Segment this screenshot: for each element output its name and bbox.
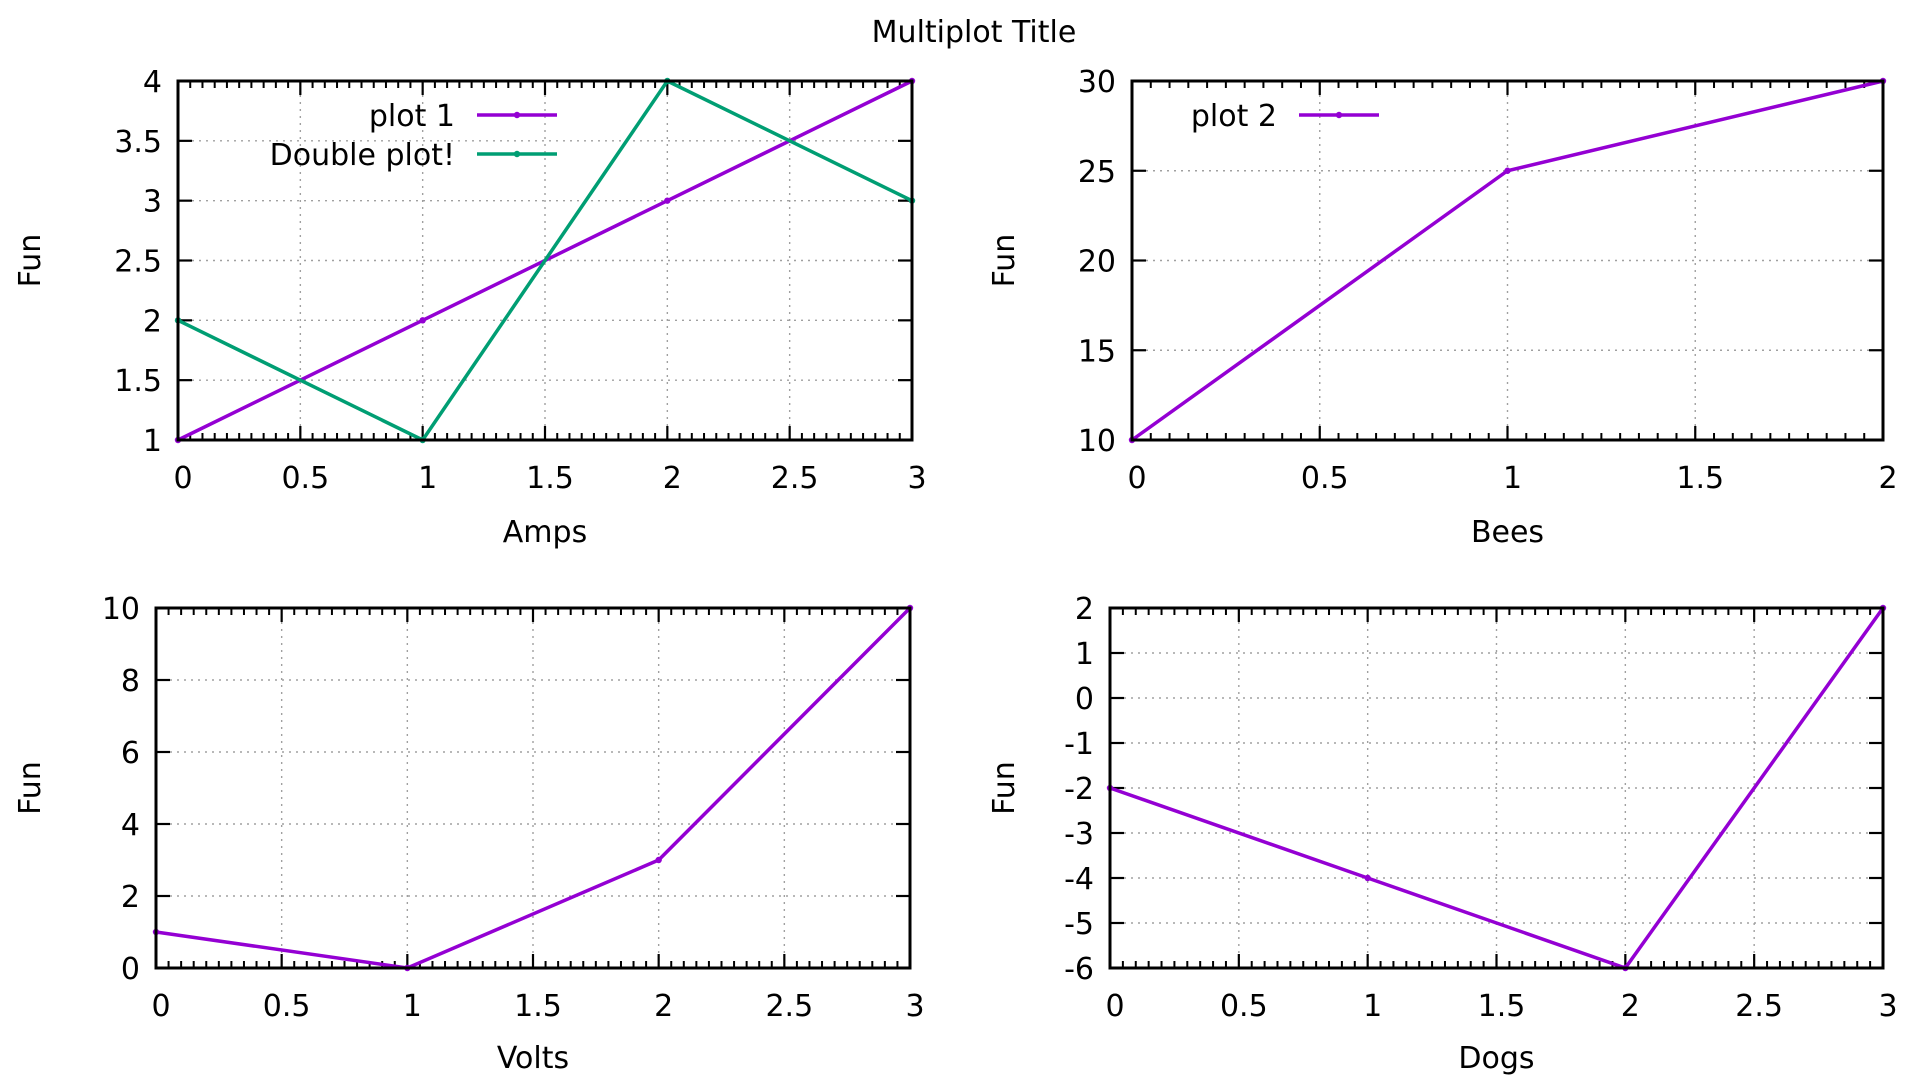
legend-label: Double plot! xyxy=(270,138,455,173)
plot-frame xyxy=(1108,606,1885,970)
x-tick-label: 0 xyxy=(173,461,192,496)
x-tick-label: 1 xyxy=(1503,461,1522,496)
x-tick-label: 3 xyxy=(905,989,924,1024)
data-point xyxy=(664,197,671,204)
legend-marker xyxy=(1335,111,1343,119)
x-tick-label: 1.5 xyxy=(526,461,574,496)
x-tick-label: 3 xyxy=(1878,989,1897,1024)
y-axis-label: Fun xyxy=(13,761,48,815)
y-axis-label: Fun xyxy=(987,761,1022,815)
y-tick-label: 2.5 xyxy=(114,245,162,280)
y-tick-label: 10 xyxy=(102,592,140,627)
y-tick-label: -1 xyxy=(1064,727,1094,762)
y-axis-label: Fun xyxy=(13,234,48,288)
y-tick-label: -2 xyxy=(1064,772,1094,807)
y-tick-label: 3.5 xyxy=(114,125,162,160)
data-point xyxy=(1504,167,1511,174)
y-tick-label: 1 xyxy=(143,424,162,459)
x-tick-label: 3 xyxy=(907,461,926,496)
y-tick-label: 1 xyxy=(1075,637,1094,672)
x-tick-label: 2 xyxy=(1621,989,1640,1024)
x-tick-label: 0.5 xyxy=(1220,989,1268,1024)
plot-3: 0 0.5 1 1.5 2 2.5 3 0 2 4 6 8 10 Volts Fun xyxy=(13,592,925,1076)
x-tick-label: 2.5 xyxy=(765,989,813,1024)
y-tick-label: 3 xyxy=(143,185,162,220)
plot-frame xyxy=(176,79,914,442)
y-tick-label: 15 xyxy=(1078,334,1116,369)
plot-4: 0 0.5 1 1.5 2 2.5 3 -6 -5 -4 -3 -2 -1 0 1 2 Dogs Fun xyxy=(987,592,1898,1076)
y-tick-label: 4 xyxy=(121,808,140,843)
x-tick-label: 1 xyxy=(1363,989,1382,1024)
legend-label: plot 1 xyxy=(369,99,455,134)
y-tick-label: -5 xyxy=(1064,907,1094,942)
y-tick-label: 1.5 xyxy=(114,364,162,399)
y-tick-label: 2 xyxy=(1075,592,1094,627)
plot-frame xyxy=(1130,79,1885,442)
y-tick-label: 10 xyxy=(1078,424,1116,459)
y-tick-label: 0 xyxy=(1075,682,1094,717)
legend-label: plot 2 xyxy=(1191,99,1277,134)
y-tick-label: -4 xyxy=(1064,862,1094,897)
x-tick-label: 1.5 xyxy=(1478,989,1526,1024)
y-tick-label: -3 xyxy=(1064,817,1094,852)
x-tick-label: 2.5 xyxy=(1735,989,1783,1024)
x-axis-label: Dogs xyxy=(1458,1041,1534,1076)
y-tick-label: -6 xyxy=(1064,952,1094,987)
plot-1: 0 0.5 1 1.5 2 2.5 3 1 1.5 2 2.5 3 3.5 4 Amps Fun plot 1 D… xyxy=(13,65,927,550)
x-axis-label: Volts xyxy=(497,1041,569,1076)
legend-marker xyxy=(513,150,521,158)
x-tick-label: 1.5 xyxy=(514,989,562,1024)
x-axis-label: Amps xyxy=(503,515,587,550)
x-axis-label: Bees xyxy=(1471,515,1544,550)
y-tick-label: 30 xyxy=(1078,65,1116,100)
legend-marker xyxy=(513,111,521,119)
data-point xyxy=(1364,874,1371,882)
x-tick-label: 2.5 xyxy=(771,461,819,496)
y-tick-label: 4 xyxy=(143,65,162,100)
data-point xyxy=(419,317,426,324)
multiplot-title: Multiplot Title xyxy=(872,15,1077,50)
x-tick-label: 1 xyxy=(418,461,437,496)
y-tick-label: 6 xyxy=(121,736,140,771)
y-tick-label: 20 xyxy=(1078,245,1116,280)
y-axis-label: Fun xyxy=(987,234,1022,288)
plots-group: 0 0.5 1 1.5 2 2.5 3 1 1.5 2 2.5 3 3.5 4 Amps Fun plot 1 D… xyxy=(13,65,1898,1076)
x-tick-label: 2 xyxy=(654,989,673,1024)
x-tick-label: 2 xyxy=(1878,461,1897,496)
y-tick-label: 0 xyxy=(121,952,140,987)
x-tick-label: 0 xyxy=(1105,989,1124,1024)
data-point xyxy=(655,856,662,864)
series-line-2 xyxy=(177,78,913,443)
x-tick-label: 0 xyxy=(151,989,170,1024)
y-tick-label: 2 xyxy=(121,880,140,915)
y-tick-label: 25 xyxy=(1078,155,1116,190)
x-tick-label: 0.5 xyxy=(263,989,311,1024)
plot-frame xyxy=(154,606,912,970)
x-tick-label: 0 xyxy=(1127,461,1146,496)
y-tick-label: 8 xyxy=(121,664,140,699)
series-line-1 xyxy=(155,606,912,970)
x-tick-label: 0.5 xyxy=(281,461,329,496)
x-tick-label: 1.5 xyxy=(1676,461,1724,496)
x-tick-label: 1 xyxy=(403,989,422,1024)
x-tick-label: 0.5 xyxy=(1301,461,1349,496)
plot-2: 0 0.5 1 1.5 2 10 15 20 25 30 Bees Fun plot 2 xyxy=(987,65,1898,550)
series-line-1 xyxy=(1109,606,1885,971)
y-tick-label: 2 xyxy=(143,304,162,339)
x-tick-label: 2 xyxy=(663,461,682,496)
